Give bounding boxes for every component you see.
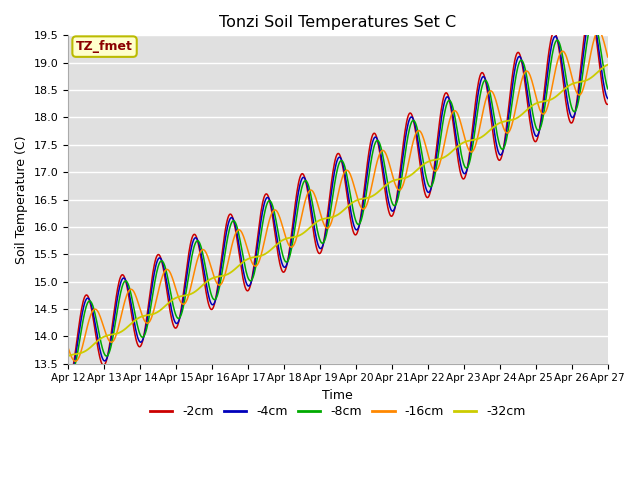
-2cm (587, 9, 595, 15)
-2cm (129, 323, 137, 328)
-8cm (214, 292, 221, 298)
Line: -4cm: -4cm (68, 16, 608, 380)
-16cm (72, 359, 79, 364)
-32cm (403, 174, 411, 180)
-32cm (213, 274, 221, 280)
Line: -8cm: -8cm (68, 20, 608, 375)
-16cm (185, 291, 193, 297)
-4cm (214, 289, 221, 295)
-2cm (213, 290, 221, 296)
Line: -16cm: -16cm (68, 31, 608, 361)
-2cm (74, 331, 82, 337)
-4cm (420, 176, 428, 182)
-8cm (130, 306, 138, 312)
-32cm (419, 162, 427, 168)
-32cm (74, 351, 82, 357)
-8cm (420, 162, 428, 168)
-32cm (184, 292, 192, 298)
-8cm (185, 271, 193, 277)
-8cm (589, 17, 597, 23)
-8cm (75, 344, 83, 350)
-2cm (184, 255, 192, 261)
-32cm (64, 353, 72, 359)
-4cm (65, 377, 72, 383)
-4cm (404, 121, 412, 127)
X-axis label: Time: Time (323, 389, 353, 402)
-16cm (214, 281, 221, 287)
-4cm (130, 318, 138, 324)
-16cm (64, 345, 72, 350)
-2cm (419, 182, 427, 188)
Line: -2cm: -2cm (68, 12, 608, 384)
-16cm (420, 136, 428, 142)
-8cm (64, 369, 72, 375)
Line: -32cm: -32cm (68, 65, 608, 356)
Y-axis label: Soil Temperature (C): Soil Temperature (C) (15, 135, 28, 264)
-2cm (403, 116, 411, 122)
-32cm (604, 62, 612, 68)
-4cm (64, 377, 72, 383)
-2cm (604, 101, 612, 107)
-4cm (75, 334, 83, 339)
-8cm (404, 133, 412, 139)
Legend: -2cm, -4cm, -8cm, -16cm, -32cm: -2cm, -4cm, -8cm, -16cm, -32cm (145, 400, 531, 423)
-16cm (130, 289, 138, 295)
-16cm (404, 162, 412, 168)
-2cm (64, 381, 72, 387)
-4cm (588, 13, 595, 19)
-8cm (67, 372, 74, 378)
-32cm (129, 319, 137, 324)
-16cm (75, 355, 83, 361)
-16cm (595, 28, 602, 34)
-4cm (185, 259, 193, 264)
-8cm (604, 86, 612, 92)
-4cm (604, 96, 612, 101)
Title: Tonzi Soil Temperatures Set C: Tonzi Soil Temperatures Set C (220, 15, 456, 30)
-16cm (604, 54, 612, 60)
Text: TZ_fmet: TZ_fmet (76, 40, 133, 53)
